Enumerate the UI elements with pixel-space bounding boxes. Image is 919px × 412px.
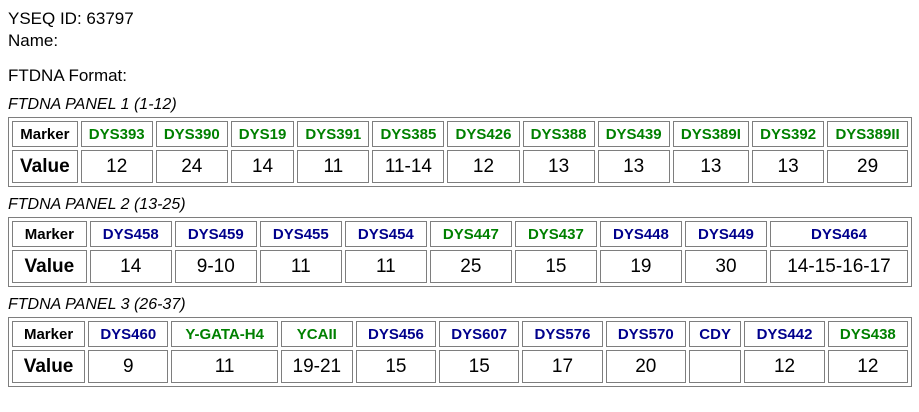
marker-name-cell: Y-GATA-H4 (171, 321, 278, 347)
marker-name-cell: DYS576 (522, 321, 603, 347)
marker-name-cell: DYS458 (89, 221, 172, 247)
marker-name-cell: DYS388 (522, 121, 595, 147)
marker-value-row: Value 12 24 14 11 11-14 12 13 13 13 13 29 (12, 150, 908, 183)
marker-value-cell: 24 (155, 150, 228, 183)
marker-value-cell: 15 (439, 350, 520, 383)
panel-table-1: Marker DYS393 DYS390 DYS19 DYS391 DYS385 DYS42… (8, 117, 912, 187)
marker-value-cell: 9-10 (174, 250, 257, 283)
marker-name-cell: DYS456 (355, 321, 437, 347)
marker-name-cell: DYS439 (597, 121, 670, 147)
marker-value-cell: 29 (827, 150, 908, 183)
marker-name-cell: DYS464 (769, 221, 908, 247)
marker-name-row: Marker DYS458 DYS459 DYS455 DYS454 DYS447 DYS4… (12, 221, 908, 247)
marker-row-label: Marker (12, 221, 87, 247)
marker-name-cell: YCAII (280, 321, 353, 347)
marker-value-row: Value 9 11 19-21 15 15 17 20 12 12 (12, 350, 908, 383)
marker-value-cell: 20 (605, 350, 686, 383)
marker-name-cell: DYS449 (684, 221, 767, 247)
marker-value-cell: 13 (597, 150, 670, 183)
panel-title-2: FTDNA PANEL 2 (13-25) (8, 196, 186, 213)
marker-value-cell (688, 350, 742, 383)
marker-value-cell: 13 (522, 150, 595, 183)
marker-value-cell: 15 (514, 250, 597, 283)
marker-value-cell: 11 (259, 250, 342, 283)
marker-value-cell: 9 (88, 350, 169, 383)
marker-value-row: Value 14 9-10 11 11 25 15 19 30 14-15-16-17 (12, 250, 908, 283)
marker-name-cell: DYS570 (605, 321, 686, 347)
marker-value-cell: 13 (672, 150, 750, 183)
marker-value-cell: 30 (684, 250, 767, 283)
yseq-id-line: YSEQ ID: 63797 (8, 9, 134, 28)
marker-value-cell: 12 (827, 350, 908, 383)
marker-row-label: Marker (12, 121, 78, 147)
panel-table-2: Marker DYS458 DYS459 DYS455 DYS454 DYS447 DYS4… (8, 217, 912, 287)
marker-row-label: Marker (12, 321, 86, 347)
marker-value-cell: 15 (355, 350, 437, 383)
marker-name-cell: DYS391 (297, 121, 370, 147)
panel-table-3: Marker DYS460 Y-GATA-H4 YCAII DYS456 DYS607 DY… (8, 317, 912, 387)
marker-value-cell: 14 (89, 250, 172, 283)
marker-name-cell: DYS454 (344, 221, 427, 247)
value-row-label: Value (12, 250, 87, 283)
marker-name-cell: DYS19 (230, 121, 295, 147)
marker-name-cell: DYS393 (80, 121, 153, 147)
marker-name-cell: DYS426 (447, 121, 520, 147)
marker-name-cell: DYS607 (439, 321, 520, 347)
marker-name-cell: DYS392 (752, 121, 825, 147)
marker-name-cell: DYS390 (155, 121, 228, 147)
marker-value-cell: 11 (297, 150, 370, 183)
marker-value-cell: 19-21 (280, 350, 353, 383)
marker-name-cell: DYS385 (372, 121, 445, 147)
panels: FTDNA PANEL 1 (1-12) Marker DYS393 DYS390 DY… (8, 96, 912, 387)
marker-value-cell: 11-14 (372, 150, 445, 183)
marker-value-cell: 13 (752, 150, 825, 183)
marker-name-cell: CDY (688, 321, 742, 347)
marker-value-cell: 14-15-16-17 (769, 250, 908, 283)
marker-name-cell: DYS389I (672, 121, 750, 147)
marker-name-cell: DYS442 (744, 321, 825, 347)
marker-name-cell: DYS437 (514, 221, 597, 247)
marker-name-cell: DYS455 (259, 221, 342, 247)
marker-name-row: Marker DYS460 Y-GATA-H4 YCAII DYS456 DYS607 DY… (12, 321, 908, 347)
marker-name-cell: DYS438 (827, 321, 908, 347)
marker-value-cell: 11 (344, 250, 427, 283)
marker-name-cell: DYS448 (599, 221, 682, 247)
panel-title-1: FTDNA PANEL 1 (1-12) (8, 96, 177, 113)
marker-value-cell: 14 (230, 150, 295, 183)
marker-name-cell: DYS460 (88, 321, 169, 347)
marker-value-cell: 17 (522, 350, 603, 383)
results-page: YSEQ ID: 63797 Name: FTDNA Format: FTDNA… (8, 9, 912, 387)
marker-value-cell: 12 (744, 350, 825, 383)
marker-name-cell: DYS459 (174, 221, 257, 247)
value-row-label: Value (12, 150, 78, 183)
marker-name-row: Marker DYS393 DYS390 DYS19 DYS391 DYS385 DYS42… (12, 121, 908, 147)
format-heading: FTDNA Format: (8, 66, 128, 85)
marker-value-cell: 25 (429, 250, 512, 283)
marker-value-cell: 12 (80, 150, 153, 183)
marker-value-cell: 19 (599, 250, 682, 283)
marker-name-cell: DYS447 (429, 221, 512, 247)
marker-name-cell: DYS389II (827, 121, 908, 147)
panel-title-3: FTDNA PANEL 3 (26-37) (8, 296, 186, 313)
marker-value-cell: 12 (447, 150, 520, 183)
marker-value-cell: 11 (171, 350, 278, 383)
value-row-label: Value (12, 350, 86, 383)
name-line: Name: (8, 31, 59, 50)
